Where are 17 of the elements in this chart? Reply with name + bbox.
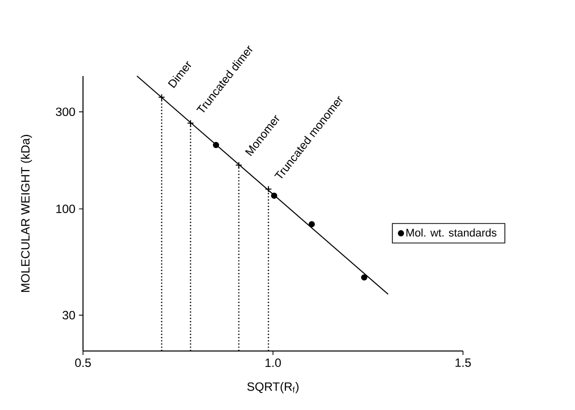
point [308,221,315,228]
point [361,274,368,281]
x-tick-label: 0.5 [75,358,91,368]
y-axis-title: MOLECULAR WEIGHT (kDa) [20,134,32,292]
y-tick-label: 300 [56,108,76,116]
legend-label: Mol. wt. standards [406,228,496,237]
x-tick-label: 1.0 [266,358,281,368]
y-tick-label: 30 [62,310,76,320]
point [187,120,194,127]
point [264,186,272,193]
point [158,94,166,101]
point [271,192,278,199]
point [235,162,242,169]
x-tick-label: 1.5 [456,358,471,367]
x-axis-title: SQRT(R$_{f}$) [247,382,298,394]
y-tick-label: 100 [56,204,76,214]
point [212,142,220,148]
